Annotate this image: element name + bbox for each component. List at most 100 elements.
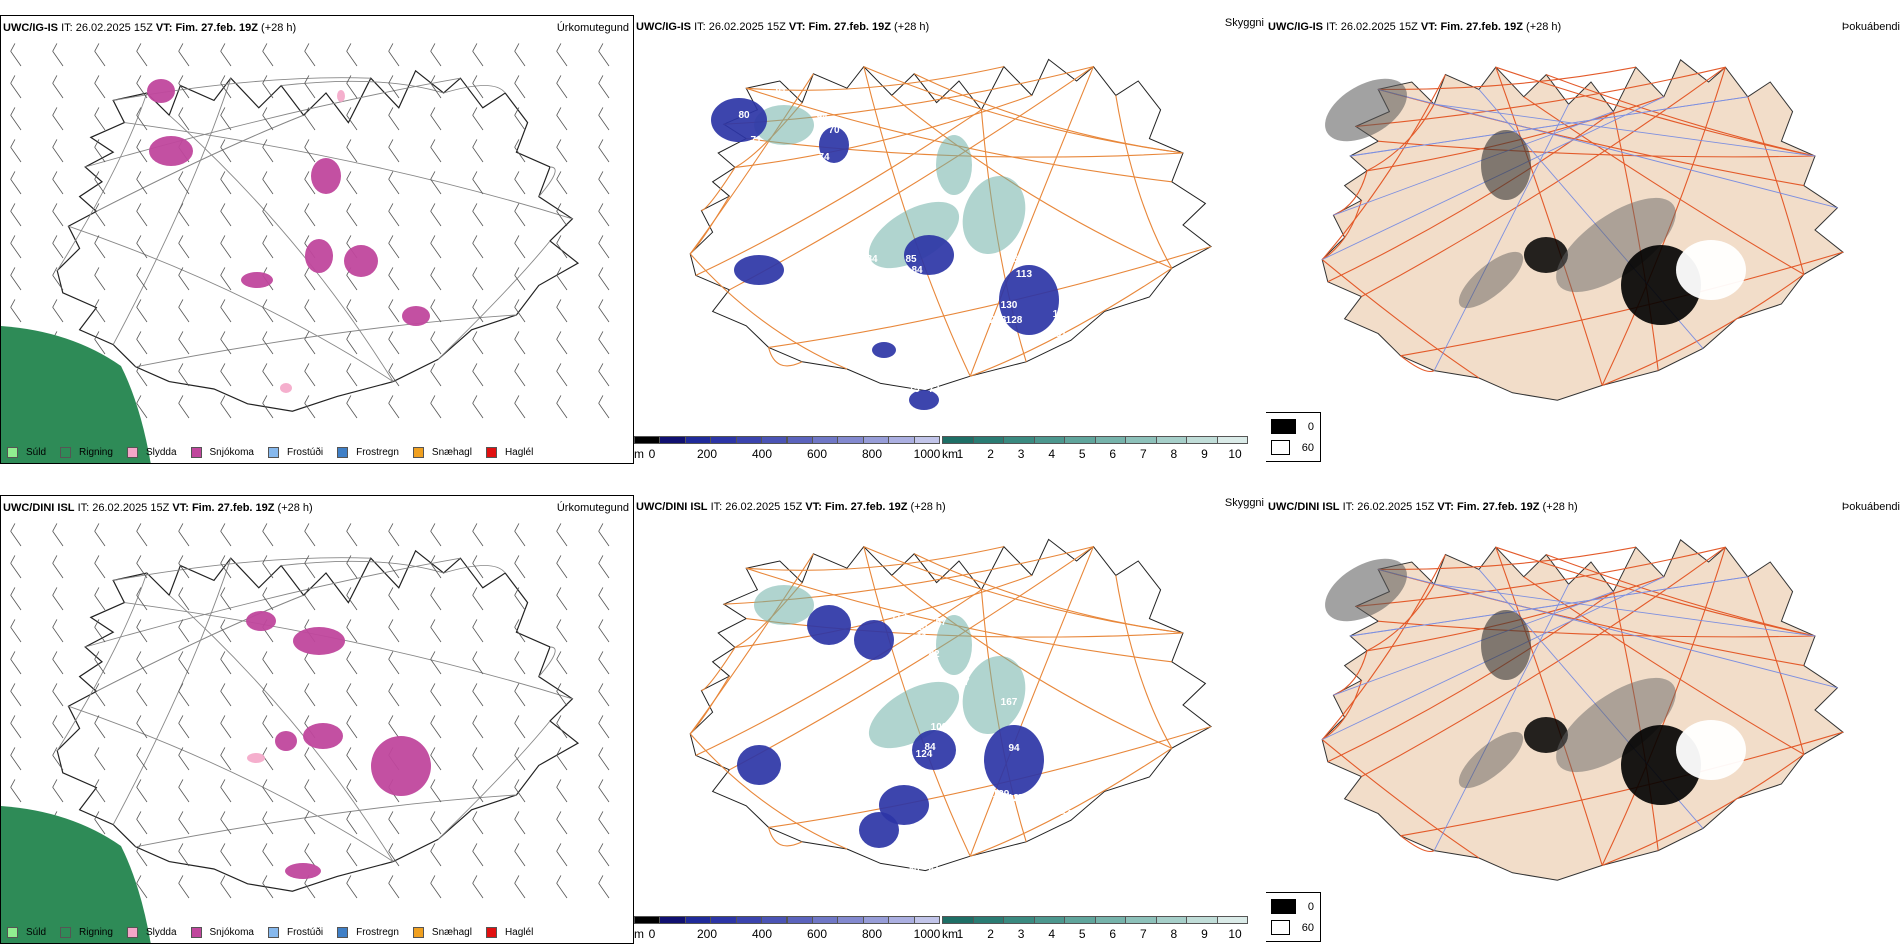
precip-legend-item: Snjókoma (190, 446, 254, 458)
legend-swatch (267, 926, 279, 938)
precip-map-row1 (1, 43, 610, 463)
precip-legend-item: Frostúði (267, 446, 323, 458)
ceiling-colorbar-row2: m 0 200 400 600 800 1000 (634, 916, 941, 942)
colorbar-segment (761, 916, 788, 924)
legend-label: Rigning (79, 446, 113, 458)
colorbar-tick: 2 (987, 927, 994, 941)
ceiling-value-label: 94 (816, 112, 828, 123)
legend-swatch (412, 926, 424, 938)
colorbar-segment (913, 916, 940, 924)
colorbar-tick: 10 (1228, 447, 1242, 461)
ceiling-value-label: 80 (908, 864, 920, 875)
ceiling-value-label: 70 (828, 125, 840, 136)
legend-label: Súld (26, 446, 47, 458)
colorbar-tick: 4 (1048, 447, 1055, 461)
colorbar-segment (735, 916, 763, 924)
ceiling-value-label: 54 (1060, 809, 1072, 820)
colorbar-segment (1064, 436, 1096, 444)
ceiling-value-label: 80 (738, 110, 750, 121)
ceiling-value-label: 130 (1001, 300, 1018, 311)
ceiling-value-label: 109 (931, 722, 948, 733)
colorbar-segment (684, 916, 712, 924)
fog-panel-row2: UWC/DINI ISL IT: 26.02.2025 15Z VT: Fim.… (1266, 495, 1900, 945)
colorbar-segment (761, 436, 788, 444)
colorbar-tick: 1 (956, 927, 964, 941)
colorbar-segment (1125, 436, 1157, 444)
fog-legend-label: 60 (1301, 441, 1314, 454)
colorbar-tick: 6 (1109, 447, 1117, 461)
colorbar-tick: 800 (861, 927, 883, 941)
colorbar-tick: 1000 (913, 927, 941, 941)
ceiling-value-label: 82 (928, 649, 940, 660)
ceiling-panel-row2: UWC/DINI ISL IT: 26.02.2025 15Z VT: Fim.… (634, 495, 1266, 945)
legend-swatch (337, 446, 349, 458)
ceiling-title-row2: Skyggni (1224, 497, 1264, 509)
legend-label: Snjókoma (209, 926, 254, 938)
ceiling-value-label: 635 (1013, 254, 1030, 265)
legend-label: Súld (26, 926, 47, 938)
ceiling-value-label: 22 (924, 349, 936, 360)
visibility-colorbar-row1: km 1 2 3 4 5 6 7 8 9 10 (942, 436, 1248, 462)
precip-panel-row1: UWC/IG-IS IT: 26.02.2025 15Z VT: Fim. 27… (0, 15, 634, 464)
precip-legend-item: Slydda (126, 446, 177, 458)
fog-legend-swatch (1271, 419, 1296, 434)
colorbar-unit: km (942, 447, 958, 461)
fog-title-row2: Þokuábendi (1841, 501, 1900, 513)
colorbar-tick: 4 (1048, 927, 1055, 941)
legend-label: Snæhagl (431, 926, 472, 938)
fog-header-row2: UWC/DINI ISL IT: 26.02.2025 15Z VT: Fim.… (1268, 501, 1578, 513)
colorbar-segment (786, 916, 813, 924)
colorbar-unit: m (634, 927, 644, 941)
colorbar-tick: 9 (1201, 447, 1208, 461)
colorbar-segment (735, 436, 763, 444)
precip-legend-item: Haglél (485, 446, 533, 458)
colorbar-segment (942, 916, 974, 924)
colorbar-tick: 800 (861, 447, 883, 461)
colorbar-segment (972, 916, 1004, 924)
colorbar-tick: 8 (1170, 927, 1178, 941)
legend-swatch (190, 446, 202, 458)
colorbar-tick: 5 (1078, 447, 1086, 461)
fog-legend-row1: 0 60 (1266, 412, 1321, 462)
fog-panel-row1: UWC/IG-IS IT: 26.02.2025 15Z VT: Fim. 27… (1266, 15, 1900, 465)
colorbar-tick: 7 (1139, 447, 1147, 461)
ceiling-value-label: 142 (908, 775, 925, 786)
legend-label: Frostregn (356, 446, 399, 458)
ceiling-value-label: 57 (935, 617, 947, 628)
precip-map-row2 (1, 523, 610, 943)
colorbar-tick: 200 (696, 927, 718, 941)
legend-label: Frostregn (356, 926, 399, 938)
colorbar-tick: 400 (751, 927, 773, 941)
ceiling-value-label: 87 (974, 739, 986, 750)
colorbar-unit: km (942, 927, 958, 941)
ceiling-value-label: 127 (1008, 793, 1025, 804)
colorbar-segment (710, 436, 737, 444)
ceiling-value-label: 86 (858, 755, 870, 766)
legend-swatch (485, 926, 497, 938)
colorbar-segment (1216, 916, 1248, 924)
fog-title-row1: Þokuábendi (1841, 21, 1900, 33)
fog-legend-swatch (1271, 899, 1296, 914)
legend-swatch (7, 446, 18, 458)
colorbar-segment (862, 436, 890, 444)
colorbar-tick: 600 (806, 927, 828, 941)
colorbar-segment (913, 436, 940, 444)
precip-legend-item: Rigning (60, 926, 113, 938)
colorbar-segment (972, 436, 1004, 444)
ceiling-value-label: 120 (891, 292, 908, 303)
ceiling-value-label: 11 (772, 147, 783, 158)
ceiling-value-label: 11 (917, 632, 928, 643)
colorbar-segment (786, 436, 813, 444)
legend-swatch (60, 926, 72, 938)
colorbar-segment (1216, 436, 1248, 444)
ceiling-colorbar-row1: m 0 200 400 600 800 1000 (634, 436, 940, 462)
legend-label: Snæhagl (431, 446, 472, 458)
precip-legend-item: Snjókoma (190, 926, 254, 938)
legend-label: Rigning (79, 926, 113, 938)
colorbar-tick: 7 (1139, 927, 1147, 941)
precip-legend-item: Snæhagl (412, 926, 472, 938)
colorbar-segment (837, 436, 864, 444)
ceiling-value-label: 167 (1001, 697, 1018, 708)
colorbar-segment (1125, 916, 1157, 924)
